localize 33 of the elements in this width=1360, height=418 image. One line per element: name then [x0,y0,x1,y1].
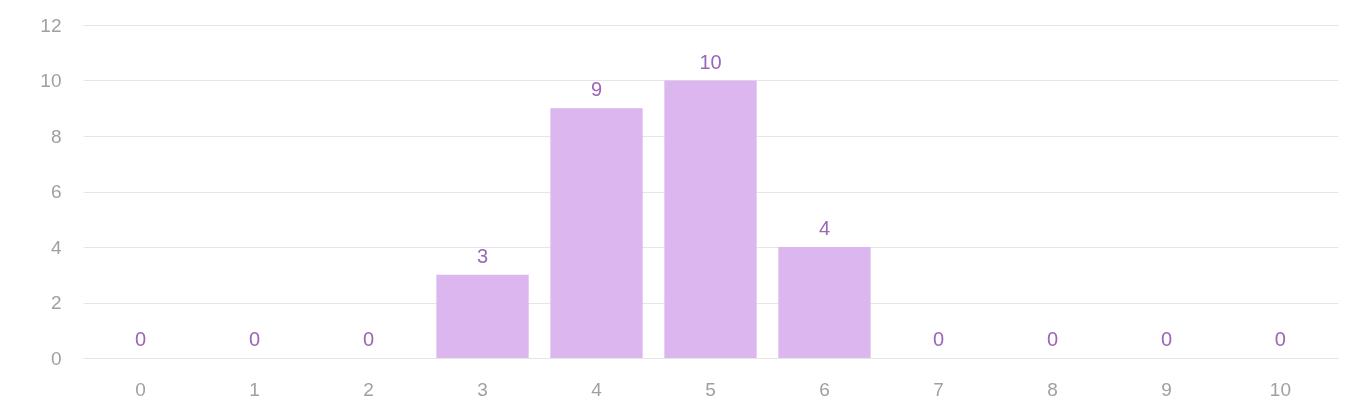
x-tick-label: 10 [1269,378,1292,400]
data-label: 0 [248,328,261,350]
data-label: 4 [818,217,831,239]
y-tick-label: 8 [50,125,62,147]
y-tick-label: 6 [50,181,62,202]
x-tick-label: 2 [363,378,374,400]
data-label: 0 [135,328,147,350]
data-label: 9 [590,78,603,101]
y-tick-label: 2 [50,292,62,313]
x-tick-label: 9 [1161,378,1172,400]
x-tick-label: 4 [591,378,603,400]
data-label: 0 [1046,328,1059,350]
data-label: 0 [1160,328,1173,350]
data-label: 0 [932,328,945,350]
data-label: 0 [362,328,375,350]
data-label: 10 [699,50,722,73]
y-tick-label: 12 [40,14,62,36]
y-tick-label: 4 [50,236,62,258]
x-tick-label: 0 [135,378,146,400]
bar [550,108,643,358]
x-tick-label: 5 [705,378,716,400]
bar [664,80,757,358]
y-tick-label: 0 [50,347,62,369]
x-tick-label: 3 [477,378,488,400]
x-tick-label: 7 [933,378,944,400]
bar [778,247,871,358]
x-tick-label: 8 [1047,378,1058,400]
x-tick-label: 1 [249,378,260,400]
data-label: 3 [476,244,489,267]
bar [436,274,529,358]
data-label: 0 [1274,328,1286,350]
y-tick-label: 10 [40,70,62,91]
x-tick-label: 6 [819,378,830,400]
